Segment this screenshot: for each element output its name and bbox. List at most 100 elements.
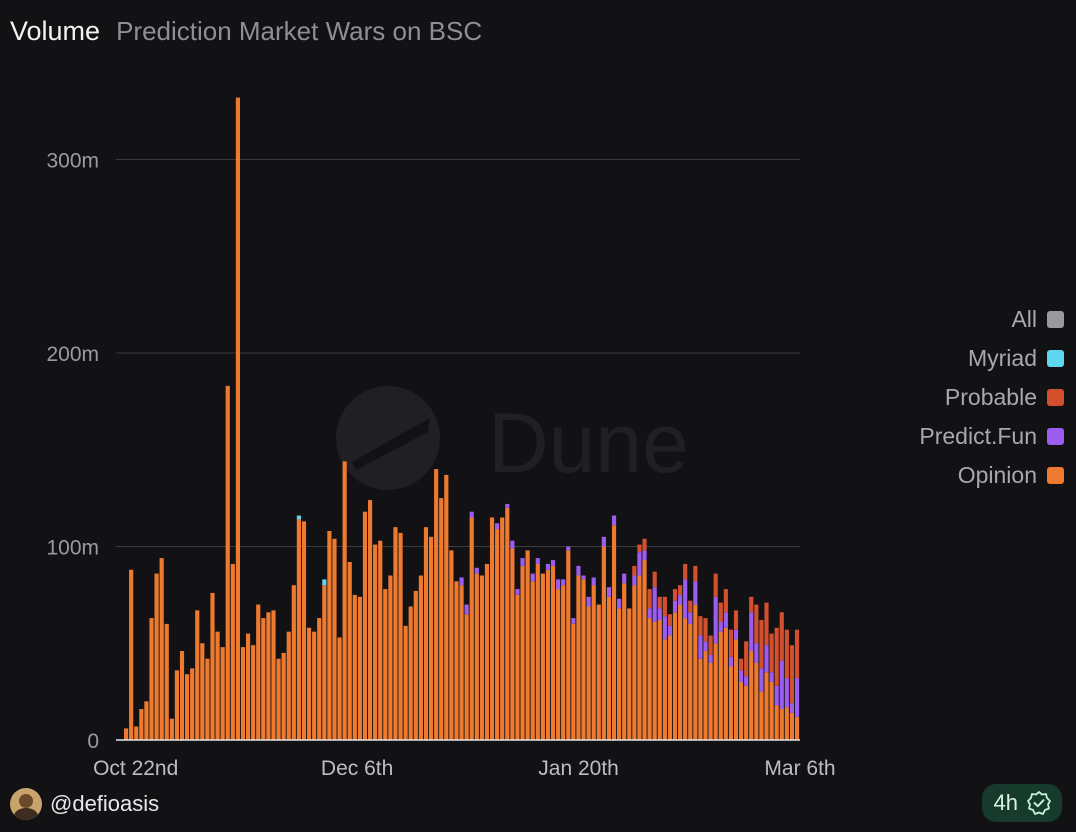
bar-opinion[interactable] <box>337 637 342 740</box>
bar-opinion[interactable] <box>586 606 591 740</box>
bar-opinion[interactable] <box>596 604 601 740</box>
bar-opinion[interactable] <box>154 573 159 740</box>
bar-opinion[interactable] <box>261 618 266 740</box>
bar-predict-fun[interactable] <box>520 558 525 566</box>
bar-opinion[interactable] <box>373 544 378 740</box>
bar-probable[interactable] <box>774 627 779 686</box>
bar-predict-fun[interactable] <box>617 598 622 609</box>
bar-opinion[interactable] <box>413 591 418 740</box>
bar-opinion[interactable] <box>754 662 759 740</box>
bar-opinion[interactable] <box>393 527 398 740</box>
bar-opinion[interactable] <box>698 658 703 740</box>
legend-item-probable[interactable]: Probable <box>945 384 1064 411</box>
bar-opinion[interactable] <box>693 604 698 740</box>
bar-predict-fun[interactable] <box>739 670 744 682</box>
bar-predict-fun[interactable] <box>708 654 713 663</box>
bar-probable[interactable] <box>779 612 784 661</box>
bar-opinion[interactable] <box>672 612 678 740</box>
bar-opinion[interactable] <box>398 532 403 740</box>
bar-probable[interactable] <box>789 645 794 704</box>
legend-item-opinion[interactable]: Opinion <box>958 462 1064 489</box>
bar-opinion[interactable] <box>571 623 576 740</box>
bar-predict-fun[interactable] <box>754 643 759 663</box>
bar-opinion[interactable] <box>617 608 622 740</box>
bar-opinion[interactable] <box>708 662 713 740</box>
bar-opinion[interactable] <box>576 575 581 740</box>
bar-opinion[interactable] <box>134 726 139 740</box>
bar-predict-fun[interactable] <box>652 587 657 622</box>
bar-predict-fun[interactable] <box>784 678 789 708</box>
refresh-badge[interactable]: 4h <box>981 784 1062 822</box>
bar-opinion[interactable] <box>779 709 784 740</box>
bar-opinion[interactable] <box>774 705 779 740</box>
bar-predict-fun[interactable] <box>723 612 728 628</box>
bar-opinion[interactable] <box>159 558 164 740</box>
bar-opinion[interactable] <box>662 639 667 740</box>
bar-opinion[interactable] <box>124 728 129 740</box>
bar-probable[interactable] <box>713 573 718 597</box>
bar-opinion[interactable] <box>601 546 606 741</box>
bar-opinion[interactable] <box>739 681 744 740</box>
bar-opinion[interactable] <box>561 585 566 740</box>
bar-probable[interactable] <box>784 629 789 679</box>
bar-predict-fun[interactable] <box>566 546 571 551</box>
bar-predict-fun[interactable] <box>774 685 779 706</box>
bar-probable[interactable] <box>764 602 769 646</box>
bar-predict-fun[interactable] <box>698 635 703 659</box>
bar-opinion[interactable] <box>286 631 291 740</box>
bar-predict-fun[interactable] <box>556 579 561 590</box>
bar-probable[interactable] <box>794 629 800 679</box>
bar-probable[interactable] <box>667 614 673 626</box>
bar-opinion[interactable] <box>256 604 261 740</box>
bar-opinion[interactable] <box>652 621 657 740</box>
bar-opinion[interactable] <box>383 589 388 740</box>
bar-predict-fun[interactable] <box>632 575 637 586</box>
bar-predict-fun[interactable] <box>586 596 591 607</box>
bar-opinion[interactable] <box>525 550 530 740</box>
bar-opinion[interactable] <box>312 631 317 740</box>
bar-predict-fun[interactable] <box>672 600 678 613</box>
bar-opinion[interactable] <box>225 385 230 740</box>
bar-opinion[interactable] <box>362 511 368 740</box>
bar-opinion[interactable] <box>744 685 749 740</box>
bar-opinion[interactable] <box>434 469 439 740</box>
bar-opinion[interactable] <box>683 618 688 740</box>
bar-predict-fun[interactable] <box>581 575 586 580</box>
bar-predict-fun[interactable] <box>647 608 652 619</box>
bar-opinion[interactable] <box>291 585 296 740</box>
bar-opinion[interactable] <box>474 573 479 740</box>
bar-opinion[interactable] <box>195 610 200 740</box>
bar-opinion[interactable] <box>230 563 235 740</box>
bar-opinion[interactable] <box>276 658 281 740</box>
bar-predict-fun[interactable] <box>678 594 683 605</box>
bar-opinion[interactable] <box>347 561 352 740</box>
author[interactable]: @defioasis <box>10 788 159 820</box>
bar-opinion[interactable] <box>530 581 535 740</box>
bar-opinion[interactable] <box>215 631 220 740</box>
bar-opinion[interactable] <box>428 536 434 740</box>
legend-item-all[interactable]: All <box>1011 306 1064 333</box>
bar-predict-fun[interactable] <box>683 579 688 619</box>
bar-opinion[interactable] <box>205 658 210 740</box>
bar-opinion[interactable] <box>637 575 642 740</box>
bar-opinion[interactable] <box>332 538 337 740</box>
bar-predict-fun[interactable] <box>601 536 606 547</box>
bar-opinion[interactable] <box>357 596 362 740</box>
bar-probable[interactable] <box>733 610 739 630</box>
bar-opinion[interactable] <box>139 709 144 740</box>
bar-opinion[interactable] <box>129 569 134 740</box>
bar-predict-fun[interactable] <box>576 565 581 576</box>
bar-predict-fun[interactable] <box>474 567 479 574</box>
bar-probable[interactable] <box>662 596 667 617</box>
bar-opinion[interactable] <box>210 592 215 740</box>
bar-probable[interactable] <box>678 585 683 595</box>
bar-opinion[interactable] <box>418 575 423 740</box>
bar-opinion[interactable] <box>367 500 373 740</box>
bar-predict-fun[interactable] <box>769 672 774 682</box>
bar-opinion[interactable] <box>495 529 500 740</box>
bar-opinion[interactable] <box>403 625 408 740</box>
bar-predict-fun[interactable] <box>611 515 617 526</box>
bar-probable[interactable] <box>657 596 662 609</box>
bar-probable[interactable] <box>637 544 642 553</box>
legend-item-predict-fun[interactable]: Predict.Fun <box>919 423 1064 450</box>
